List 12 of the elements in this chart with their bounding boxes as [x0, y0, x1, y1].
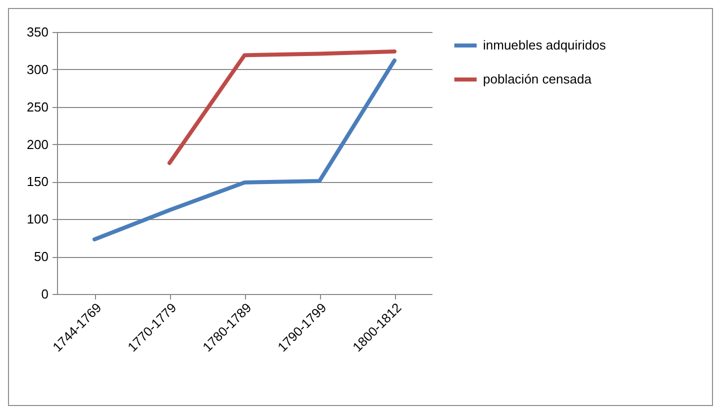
- legend-label: inmuebles adquiridos: [483, 38, 606, 52]
- line-series: [92, 58, 396, 242]
- y-tick-label: 0: [41, 286, 48, 302]
- y-tick-label: 200: [26, 136, 48, 152]
- y-tick-label: 100: [26, 212, 48, 227]
- legend-label: población censada: [483, 72, 592, 86]
- y-tick-label: 50: [34, 249, 48, 264]
- y-tick-label: 150: [26, 174, 48, 190]
- y-tick-label: 250: [26, 99, 48, 114]
- y-tick-label: 350: [26, 24, 48, 40]
- y-tick-label: 300: [26, 62, 48, 77]
- line-series: [168, 49, 396, 165]
